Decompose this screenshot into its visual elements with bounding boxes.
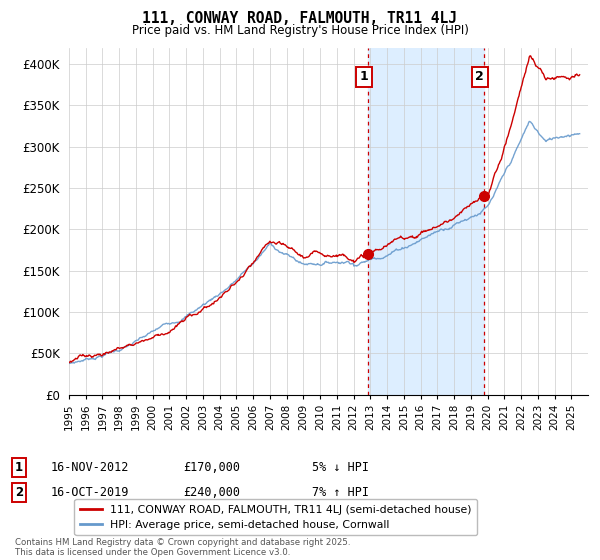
Text: 1: 1 [360,70,368,83]
Text: 16-OCT-2019: 16-OCT-2019 [51,486,130,500]
Text: Contains HM Land Registry data © Crown copyright and database right 2025.
This d: Contains HM Land Registry data © Crown c… [15,538,350,557]
Bar [368,48,484,395]
Text: 2: 2 [15,486,23,500]
Text: £240,000: £240,000 [183,486,240,500]
Text: 111, CONWAY ROAD, FALMOUTH, TR11 4LJ: 111, CONWAY ROAD, FALMOUTH, TR11 4LJ [143,11,458,26]
Text: 2: 2 [475,70,484,83]
Text: Price paid vs. HM Land Registry's House Price Index (HPI): Price paid vs. HM Land Registry's House … [131,24,469,37]
Text: 5% ↓ HPI: 5% ↓ HPI [312,461,369,474]
Legend: 111, CONWAY ROAD, FALMOUTH, TR11 4LJ (semi-detached house), HPI: Average price, : 111, CONWAY ROAD, FALMOUTH, TR11 4LJ (se… [74,499,477,535]
Text: 7% ↑ HPI: 7% ↑ HPI [312,486,369,500]
Text: 1: 1 [15,461,23,474]
Text: £170,000: £170,000 [183,461,240,474]
Text: 16-NOV-2012: 16-NOV-2012 [51,461,130,474]
